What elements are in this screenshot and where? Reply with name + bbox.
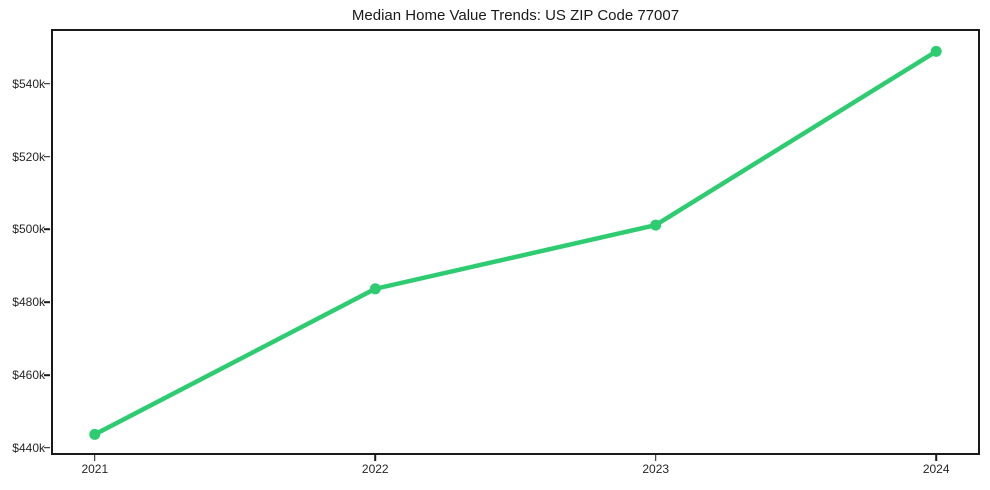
y-tick-label: $480k [12, 295, 45, 310]
plot-area [51, 29, 980, 455]
x-tick-label: 2023 [642, 462, 670, 476]
chart-title: Median Home Value Trends: US ZIP Code 77… [351, 7, 680, 24]
data-point-marker [930, 45, 942, 57]
x-tick-label: 2021 [81, 462, 109, 476]
data-point-marker [650, 219, 662, 231]
y-tick-label: $520k [12, 149, 45, 164]
y-tick-label: $440k [12, 440, 45, 455]
data-point-marker [369, 283, 381, 295]
data-point-marker [89, 428, 101, 440]
x-tick-mark [654, 455, 657, 461]
line-series-svg [89, 45, 942, 440]
y-tick-mark [44, 301, 50, 304]
x-tick-mark [374, 455, 377, 461]
y-tick-label: $500k [12, 222, 45, 237]
x-tick-mark [94, 455, 96, 461]
y-tick-label: $540k [12, 76, 45, 91]
y-tick-label: $460k [12, 368, 45, 383]
y-tick-mark [44, 155, 50, 158]
y-tick-mark [44, 82, 50, 85]
x-tick-label: 2024 [922, 462, 950, 476]
y-tick-mark [44, 447, 50, 449]
series-line [92, 49, 939, 437]
x-tick-label: 2022 [361, 462, 389, 476]
y-tick-mark [44, 228, 50, 231]
x-tick-mark [935, 455, 937, 461]
y-tick-mark [44, 374, 50, 376]
